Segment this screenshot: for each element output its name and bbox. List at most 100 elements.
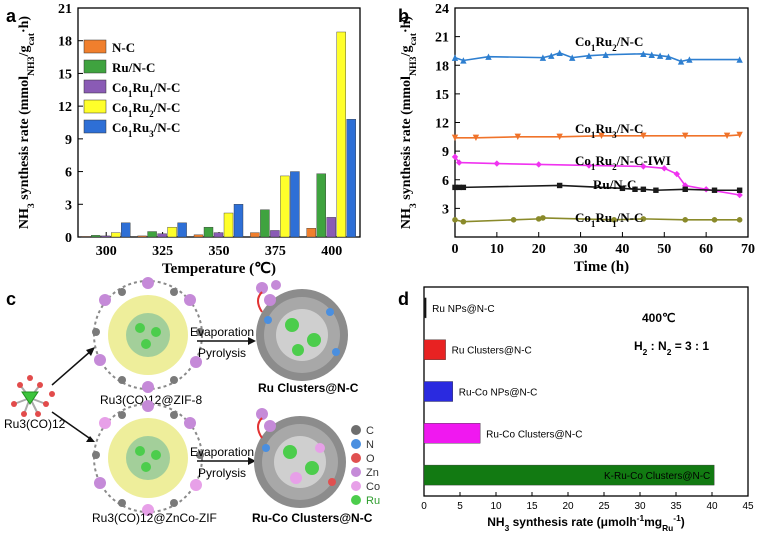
x-tick-label-b: 60 [699,242,713,257]
series-label-b: Co1Ru3/N-C [575,121,643,140]
atom-legend-dot [351,467,361,477]
y-tick-label-b: 3 [442,202,449,217]
bar-label-d: Ru-Co NPs@N-C [459,388,538,399]
y-axis-label: NH3 synthesis rate (mmolNH3/gcat·h) [17,16,37,230]
point-Co1Ru2/N-C-IWI [673,170,681,178]
bar-N-C-325 [137,235,147,238]
bar-label-d: Ru NPs@N-C [432,304,494,315]
bar-label-d: Ru-Co Clusters@N-C [486,429,582,440]
point-Ru/N-C [460,184,467,191]
point-Co1Ru3/N-C [736,131,743,139]
point-Co1Ru2/N-C [585,52,593,59]
x-tick-label-d: 40 [706,501,718,512]
bar-Ru/N-C-325 [147,231,157,238]
legend-swatch-a [83,59,107,74]
y-tick-label-b: 12 [435,117,449,132]
y-tick-label-a: 6 [65,166,72,181]
bar-Co1Ru2/N-C-400 [336,31,346,238]
bar-Co1Ru1/N-C-375 [270,230,280,238]
series-label-b: Co1Ru1/N-C [575,210,643,229]
annotation-gas-ratio: H2 : N2 = 3 : 1 [634,339,709,357]
series-label-b: Ru/N-C [593,177,636,192]
x-tick-label-b: 30 [574,242,588,257]
x-axis-label-a: Temperature (℃) [162,261,276,277]
point-Ru/N-C [456,184,462,191]
x-tick-label-a: 325 [152,244,173,259]
point-Co1Ru2/N-C-IWI [493,160,501,167]
bar-Co1Ru3/N-C-325 [177,222,187,238]
point-Ru/N-C [711,187,718,193]
point-Ru/N-C [452,184,458,191]
legend-label-a: Co1Ru3/N-C [112,120,180,139]
point-Co1Ru1/N-C [611,217,617,223]
point-Co1Ru1/N-C [682,217,689,223]
znco-zif-framework [92,400,204,516]
bar-Co1Ru2/N-C-300 [110,232,121,238]
point-Co1Ru2/N-C-IWI [451,153,459,161]
point-Co1Ru2/N-C [686,56,693,63]
x-tick-label-d: 25 [598,501,610,512]
atom-legend-label: Co [366,481,380,493]
bar-N-C-400 [306,228,316,238]
x-axis-label-d: NH3 synthesis rate (μmolh-1mgRu-1) [487,513,684,533]
arrow-to-znco-zif [51,411,93,441]
legend-swatch-a [83,79,107,94]
point-Co1Ru1/N-C [535,216,542,222]
point-Co1Ru1/N-C [452,217,458,223]
y-tick-label-a: 9 [65,133,72,148]
atom-legend-label: Zn [366,467,379,479]
chart-a: 0 3 6 9 12 15 18 21 300 325 350 375 400 Temperature (… [17,2,361,277]
atom-legend-label: N [366,439,374,451]
x-tick-label-d: 30 [634,501,646,512]
bar-Co1Ru3/N-C-375 [290,171,300,238]
bar-Co1Ru3/N-C-300 [120,222,131,238]
point-Co1Ru2/N-C-IWI [640,163,647,170]
y-tick-label-a: 0 [65,231,72,246]
y-tick-label-a: 3 [65,198,72,213]
x-tick-label-a: 375 [265,244,286,259]
x-tick-label-d: 15 [526,501,538,512]
point-Ru/N-C [640,186,647,192]
bar-K-Ru-Co Clusters@N-C [423,464,715,486]
point-Co1Ru2/N-C-IWI [535,161,542,168]
ru-clusters-sphere [256,280,348,381]
legend-label-a: N-C [112,40,135,55]
x-tick-label-d: 5 [457,501,463,512]
arrow-to-zif8 [51,349,93,386]
atom-legend-label: O [366,453,375,465]
point-Co1Ru1/N-C [460,218,467,225]
atom-legend-dot [351,439,361,449]
legend-label-a: Ru/N-C [112,60,155,75]
atom-legend-dot [351,453,361,463]
bar-Ru/N-C-375 [260,209,270,238]
point-Ru/N-C [653,187,659,193]
legend-swatch-a [83,39,107,54]
bar-Co1Ru1/N-C-300 [100,235,111,238]
point-Co1Ru2/N-C [485,53,492,60]
bar-Co1Ru1/N-C-350 [213,232,224,238]
bar-Ru Clusters@N-C [423,339,446,360]
point-Co1Ru3/N-C [682,132,689,140]
x-tick-label-b: 70 [741,242,755,257]
legend-label-a: Co1Ru1/N-C [112,80,180,99]
x-tick-label-b: 50 [657,242,671,257]
point-Co1Ru3/N-C [598,132,605,140]
y-axis-label: NH3 synthesis rate (mmolNH3/gcat·h) [399,16,419,230]
x-tick-label-d: 35 [670,501,682,512]
zif8-label: Ru3(CO)12@ZIF-8 [100,393,203,407]
bar-Ru NPs@N-C [423,297,427,319]
point-Co1Ru2/N-C-IWI [661,165,668,172]
bar-Co1Ru3/N-C-350 [233,204,244,238]
atom-legend-label: C [366,425,374,437]
bar-label-d: Ru Clusters@N-C [452,346,532,357]
atom-legend-label: Ru [366,495,380,507]
ru-clusters-label: Ru Clusters@N-C [258,381,359,395]
point-Co1Ru3/N-C [723,132,731,140]
legend-swatch-a [83,99,107,114]
point-Co1Ru2/N-C [569,54,576,61]
y-tick-label-b: 15 [435,88,449,103]
point-Co1Ru2/N-C-IWI [455,159,463,166]
panel-letter-b: b [398,6,409,26]
point-Co1Ru2/N-C-IWI [682,182,689,189]
x-tick-label-a: 350 [209,244,230,259]
